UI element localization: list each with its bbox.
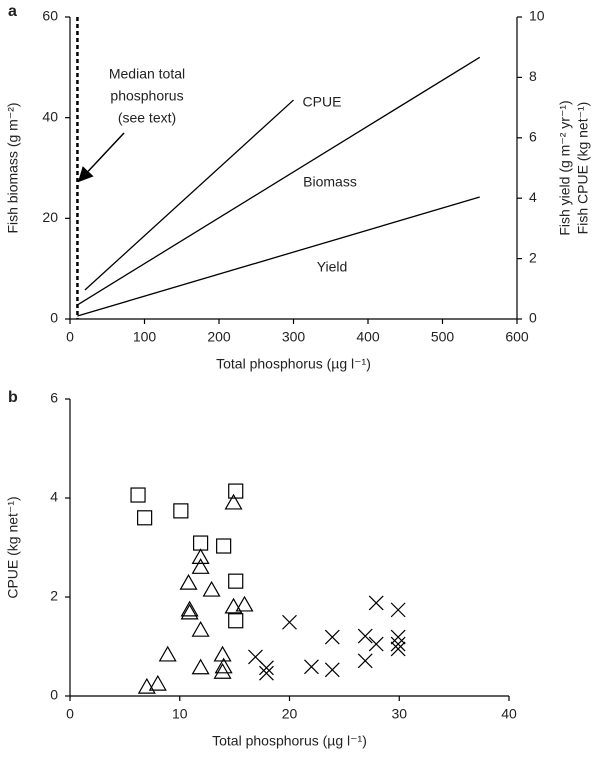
cross-marker	[357, 628, 373, 644]
x-tick-label: 100	[133, 329, 157, 345]
cross-marker	[368, 636, 384, 652]
panel-label: b	[8, 389, 18, 406]
triangle-marker	[224, 493, 243, 510]
triangle-marker	[202, 580, 221, 597]
y-axis-label: CPUE (kg net⁻¹)	[5, 496, 21, 598]
cross-marker	[304, 659, 319, 675]
square-marker	[216, 538, 232, 554]
series-label: Yield	[317, 259, 348, 275]
x-tick-label: 20	[282, 706, 298, 722]
square-marker	[173, 503, 189, 519]
cross-marker	[390, 629, 406, 645]
triangle-marker	[191, 548, 210, 564]
square-marker	[228, 613, 244, 629]
cross-marker	[259, 665, 274, 681]
x-axis-label: Total phosphorus (µg l⁻¹)	[212, 733, 367, 749]
annotation-arrow	[77, 132, 125, 183]
y-tick-label: 60	[42, 8, 58, 24]
y-tick-label: 40	[42, 108, 58, 124]
panel-label: a	[8, 3, 17, 20]
x-tick-label: 10	[172, 706, 188, 722]
annotation-text: phosphorus	[110, 88, 183, 104]
y2-axis-label: Fish CPUE (kg net⁻¹)	[575, 102, 591, 235]
x-tick-label: 40	[501, 706, 517, 722]
cross-marker	[259, 660, 274, 676]
cross-marker	[368, 595, 384, 611]
triangle-marker	[180, 600, 199, 617]
triangle-marker	[213, 663, 232, 679]
y-tick-label: 6	[50, 390, 58, 406]
triangle-marker	[158, 645, 177, 662]
triangle-marker	[235, 595, 254, 612]
annotation-text: (see text)	[118, 110, 176, 126]
triangle-marker	[214, 657, 233, 674]
series-label: Biomass	[303, 174, 357, 190]
triangle-marker	[191, 620, 210, 637]
y2-tick-label: 10	[529, 8, 545, 24]
x-tick-label: 300	[282, 329, 306, 345]
x-tick-label: 0	[66, 706, 74, 722]
square-marker	[228, 483, 244, 499]
cross-marker	[324, 629, 340, 645]
x-tick-label: 600	[505, 329, 529, 345]
y2-tick-label: 2	[529, 249, 537, 265]
y-tick-label: 0	[50, 310, 58, 326]
y2-tick-label: 6	[529, 129, 537, 145]
triangle-marker	[191, 558, 210, 574]
cross-marker	[324, 662, 340, 678]
x-tick-label: 400	[356, 329, 380, 345]
y-tick-label: 0	[50, 687, 58, 703]
triangle-marker	[191, 658, 210, 675]
y2-tick-label: 8	[529, 68, 537, 84]
series-label: CPUE	[303, 94, 342, 110]
triangle-marker	[224, 597, 243, 614]
cross-marker	[390, 636, 406, 652]
triangle-marker	[179, 573, 198, 590]
series-line	[77, 56, 481, 306]
y-tick-label: 2	[50, 588, 58, 604]
x-axis-label: Total phosphorus (µg l⁻¹)	[216, 356, 371, 372]
series-line	[84, 99, 294, 291]
cross-marker	[390, 602, 406, 618]
y2-axis-label: Fish yield (g m⁻² yr⁻¹)	[557, 100, 573, 235]
x-tick-label: 30	[391, 706, 407, 722]
square-marker	[130, 487, 146, 503]
series-line	[77, 196, 480, 317]
square-marker	[137, 510, 153, 526]
triangle-marker	[213, 645, 232, 662]
x-tick-label: 200	[207, 329, 231, 345]
x-tick-label: 500	[431, 329, 455, 345]
x-tick-label: 0	[66, 329, 74, 345]
cross-marker	[282, 614, 297, 630]
y-axis-label: Fish biomass (g m⁻²)	[5, 102, 21, 233]
square-marker	[193, 535, 209, 551]
triangle-marker	[148, 674, 167, 691]
y2-tick-label: 4	[529, 189, 537, 205]
triangle-marker	[180, 603, 199, 620]
y-tick-label: 4	[50, 489, 58, 505]
annotation-text: Median total	[109, 66, 185, 82]
y2-tick-label: 0	[529, 310, 537, 326]
y-tick-label: 20	[42, 209, 58, 225]
cross-marker	[357, 653, 373, 669]
triangle-marker	[137, 677, 156, 694]
cross-marker	[390, 641, 406, 657]
square-marker	[228, 573, 244, 589]
